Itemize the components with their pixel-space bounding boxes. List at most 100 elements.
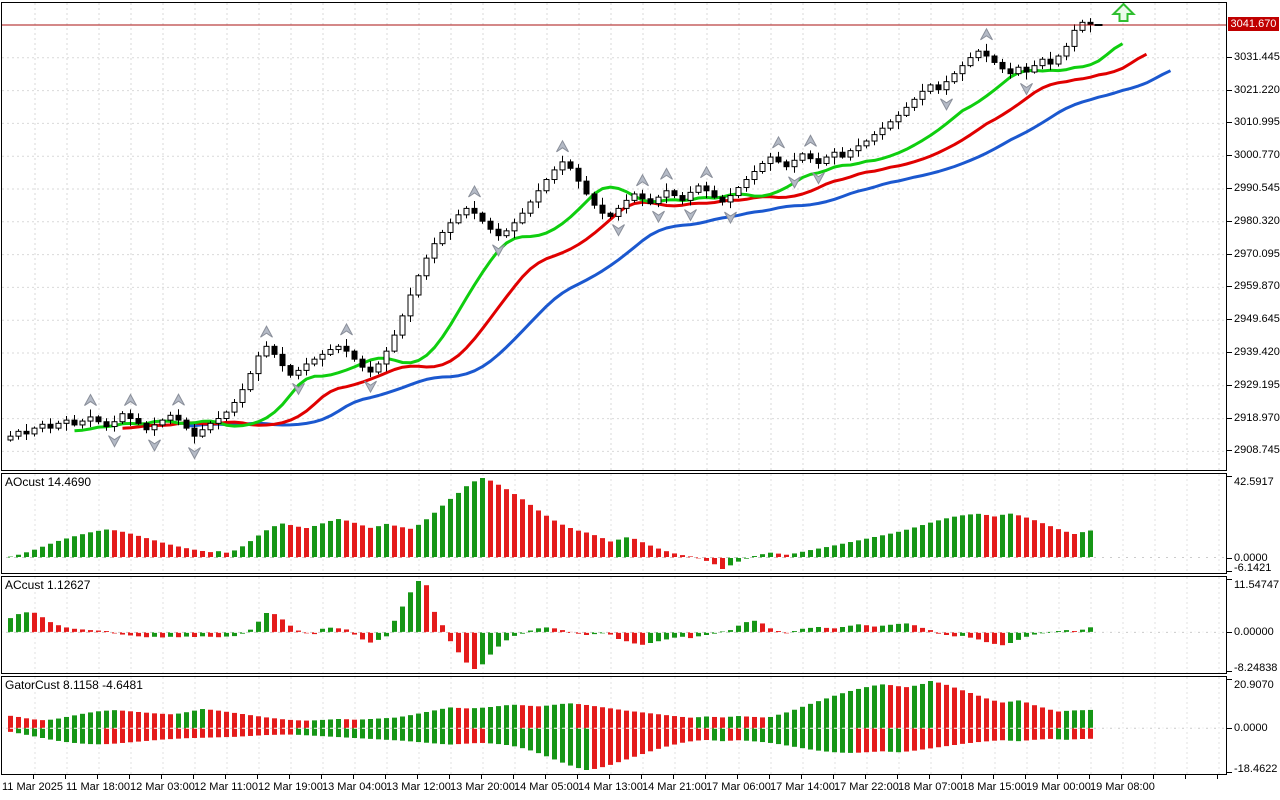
candle-bearish <box>343 345 350 352</box>
gator-lower-bar <box>736 728 741 741</box>
AOcust-bar <box>344 520 349 558</box>
gator-lower-bar <box>368 728 373 739</box>
gator-upper-bar <box>728 716 733 729</box>
gator-lower-bar <box>112 728 117 744</box>
ACcust-bar <box>112 632 117 634</box>
time-axis-tick <box>449 775 450 779</box>
gator-lower-bar <box>280 728 285 735</box>
price-axis[interactable]: 3041.670 3031.445 3021.220 3010.995 3000.77… <box>1227 0 1280 800</box>
candle-bullish <box>207 422 214 431</box>
gator-upper-bar <box>864 687 869 729</box>
candle-bullish <box>295 369 302 376</box>
AOcust-bar <box>272 526 277 558</box>
ac-indicator-panel[interactable]: ACcust 1.12627 <box>1 576 1227 674</box>
gator-lower-bar <box>504 728 509 745</box>
AOcust-bar <box>40 546 45 558</box>
AOcust-bar <box>496 484 501 558</box>
ACcust-bar <box>152 632 157 637</box>
gator-upper-bar <box>224 711 229 729</box>
ACcust-bar <box>872 626 877 633</box>
gator-lower-bar <box>952 728 957 745</box>
main-chart-panel[interactable] <box>1 2 1227 471</box>
price-axis-label: 2990.545 <box>1234 182 1280 194</box>
time-axis-tick <box>641 775 642 779</box>
fractal-up-icon <box>340 322 353 336</box>
candle-bearish <box>183 419 190 429</box>
candle-bearish <box>23 430 30 435</box>
gator-upper-bar <box>456 707 461 729</box>
ACcust-bar <box>952 632 957 637</box>
gator-lower-bar <box>440 728 445 745</box>
gator-upper-bar <box>536 706 541 729</box>
AOcust-bar <box>120 531 125 558</box>
gator-upper-bar <box>88 712 93 729</box>
AOcust-bar <box>336 519 341 558</box>
gator-lower-bar <box>648 728 653 752</box>
AOcust-bar <box>424 519 429 558</box>
candle-bullish <box>239 389 246 403</box>
AOcust-bar <box>56 540 61 558</box>
gator-indicator-canvas[interactable] <box>2 677 1226 774</box>
candle-bullish <box>111 421 118 428</box>
gator-lower-bar <box>768 728 773 743</box>
gator-lower-bar <box>1048 728 1053 739</box>
AOcust-bar <box>504 489 509 558</box>
AOcust-bar <box>584 532 589 558</box>
time-axis[interactable]: 11 Mar 2025 11 Mar 18:00 12 Mar 03:00 12 Ma… <box>0 775 1227 800</box>
time-axis-tick <box>577 775 578 779</box>
gator-lower-bar <box>240 728 245 737</box>
ACcust-bar <box>408 592 413 633</box>
indicator-scale-zero: 0.0000 <box>1234 722 1268 735</box>
ACcust-bar <box>264 612 269 633</box>
ACcust-bar <box>528 630 533 633</box>
gator-upper-bar <box>1008 701 1013 729</box>
time-axis-label: 19 Mar 08:00 <box>1090 781 1155 793</box>
gator-lower-bar <box>248 728 253 736</box>
candle-bullish <box>663 190 670 198</box>
time-axis-tick <box>321 775 322 779</box>
fractal-up-icon <box>468 184 481 198</box>
gator-indicator-panel[interactable]: GatorCust 8.1158 -4.6481 <box>1 676 1227 775</box>
AOcust-bar <box>104 529 109 558</box>
ACcust-bar <box>832 628 837 633</box>
gator-lower-bar <box>488 728 493 744</box>
ao-indicator-canvas[interactable] <box>2 474 1226 573</box>
candle-bearish <box>495 228 502 237</box>
AOcust-bar <box>512 494 517 558</box>
candle-bullish <box>527 201 534 214</box>
gator-lower-bar <box>904 728 909 752</box>
fractal-up-icon <box>636 173 649 187</box>
gator-upper-bar <box>112 710 117 729</box>
gator-upper-bar <box>352 719 357 729</box>
gator-lower-bar <box>776 728 781 745</box>
gator-lower-bar <box>232 728 237 737</box>
candle-bullish <box>951 73 958 83</box>
candle-bullish <box>159 419 166 426</box>
AOcust-bar <box>1008 513 1013 558</box>
candle-bullish <box>1015 66 1022 75</box>
gator-lower-bar <box>56 728 61 741</box>
candle-bullish <box>919 90 926 100</box>
gator-lower-bar <box>720 728 725 742</box>
gator-lower-bar <box>792 728 797 747</box>
gator-upper-bar <box>344 719 349 729</box>
main-chart-canvas[interactable] <box>2 3 1226 470</box>
candle-bearish <box>479 212 486 222</box>
candle-bullish <box>223 411 230 420</box>
indicator-axis-tick <box>1227 679 1232 680</box>
AOcust-bar <box>416 524 421 558</box>
gator-upper-bar <box>816 701 821 729</box>
gator-lower-bar <box>200 728 205 738</box>
candle-bearish <box>127 413 134 420</box>
gator-lower-bar <box>1032 728 1037 740</box>
gator-lower-bar <box>600 728 605 768</box>
candle-bearish <box>591 193 598 206</box>
AOcust-bar <box>1040 523 1045 558</box>
ao-indicator-panel[interactable]: AOcust 14.4690 <box>1 473 1227 574</box>
candle-bearish <box>47 423 54 429</box>
ACcust-bar <box>544 627 549 633</box>
gator-lower-bar <box>1056 728 1061 740</box>
ACcust-bar <box>920 627 925 633</box>
ACcust-bar <box>608 632 613 635</box>
ac-indicator-canvas[interactable] <box>2 577 1226 673</box>
